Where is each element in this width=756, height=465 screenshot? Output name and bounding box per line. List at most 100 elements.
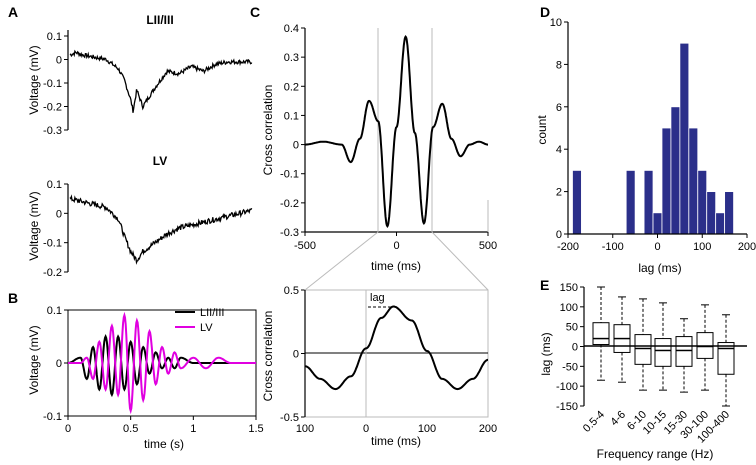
a-top-ytick-label-0: 0.1 [47,31,62,43]
panel-a-bottom-title: LV [153,154,167,168]
e-ytick-label-5: -100 [556,381,578,393]
legend-label-lv: LV [200,322,213,334]
panel-c-top-plot [305,35,488,228]
d-bar-0 [572,169,582,235]
e-ytick-label-6: -150 [556,401,578,413]
c-bot-xtick-label-3: 200 [479,423,497,435]
a-bot-trace [69,194,253,265]
c-bot-xtick-label-2: 100 [418,423,436,435]
c-top-ytick-label-2: 0.2 [284,81,299,93]
d-bar-17 [724,191,734,235]
c-top-xtick-label-2: 500 [479,240,497,252]
a-top-ytick-label-2: -0.1 [43,78,62,90]
a-top-ytick-label-3: -0.2 [43,102,62,114]
e-ytick-label-2: 50 [566,322,578,334]
panel-letter-b: B [8,290,18,306]
b-xtick-label-3: 1.5 [248,423,263,435]
b-xtick-label-0: 0 [65,423,71,435]
panel-a-bottom-yticks: 0.1 0 -0.1 -0.2 [43,179,68,279]
b-series-1 [68,311,256,415]
c-top-ytick-label-3: 0.1 [284,110,299,122]
d-xtick-label-4: 200 [738,241,756,253]
panel-letter-e: E [540,277,549,293]
c-top-ytick-label-7: -0.3 [280,227,299,239]
panel-letter-d: D [540,4,550,20]
c-top-ytick-label-6: -0.2 [280,198,299,210]
panel-a-top-title: LII/III [146,13,173,27]
b-series-0 [68,334,256,398]
panel-letter-a: A [8,4,18,20]
panel-a-bottom-plot [69,194,253,265]
e-box-0 [592,322,610,346]
panel-c-top-xlabel: time (ms) [371,259,421,273]
b-ytick-label-1: 0 [56,358,62,370]
c-bot-ytick-label-0: 0.5 [284,285,299,297]
c-bot-trace [304,305,488,391]
d-ytick-label-5: 0 [556,229,562,241]
c-top-trace [305,35,488,228]
e-category-label-0: 0.5-4 [581,409,607,435]
a-bot-ytick-label-2: -0.1 [43,238,62,250]
e-box-4 [675,336,693,367]
panel-c-bottom-ylabel: Cross correlation [261,311,275,402]
c-top-ytick-label-4: 0 [293,140,299,152]
legend-label-l23: LII/III [200,307,224,319]
c-bot-ytick-label-1: 0 [293,349,299,361]
c-top-ytick-label-0: 0.4 [284,23,299,35]
d-bar-10 [661,127,672,235]
d-bar-8 [643,169,654,235]
e-ytick-label-4: -50 [562,361,578,373]
panel-e-ylabel: lag (ms) [539,332,553,375]
d-bar-13 [688,127,699,235]
zoom-line-right [431,231,489,291]
b-ytick-label-2: -0.1 [43,411,62,423]
lag-annotation: lag [370,292,385,304]
b-xtick-label-2: 1 [190,423,196,435]
e-box-2 [634,334,652,365]
a-top-ytick-label-4: -0.3 [43,125,62,137]
zoom-line-left [304,231,379,291]
d-bar-15 [706,191,717,235]
panel-d-xlabel: lag (ms) [638,261,681,275]
panel-b-ticks: 0.10-0.10 0.5 1 1.5 [43,305,264,435]
panel-b-ylabel: Voltage (mV) [27,325,41,394]
d-xtick-label-2: 0 [654,241,660,253]
a-bot-ytick-label-3: -0.2 [43,267,62,279]
panel-d-ylabel: count [535,115,549,145]
panel-a-top-ylabel: Voltage (mV) [27,45,41,114]
d-ytick-label-1: 8 [556,59,562,71]
panel-a-top-plot [69,49,253,113]
c-top-xtick-label-1: 0 [393,240,399,252]
e-ytick-label-3: 0 [572,342,578,354]
panel-letter-c: C [250,4,260,20]
d-bar-12 [679,42,690,235]
e-box-6 [717,342,735,375]
panel-c-top-ticks: 0.4 0.3 0.2 0.1 0 -0.1 -0.2 -0.3-500 0 500 [280,23,497,252]
c-top-xtick-label-0: -500 [294,240,316,252]
d-ytick-label-2: 6 [556,102,562,114]
d-bar-16 [715,212,726,235]
panel-b-legend: LII/III LV [175,307,224,334]
a-top-ytick-label-1: 0 [56,55,62,67]
e-box-3 [654,338,672,367]
d-xtick-label-3: 100 [693,241,711,253]
c-bot-ytick-label-2: -0.5 [280,412,299,424]
panel-e-xlabel: Frequency range (Hz) [597,447,714,461]
e-box-5 [696,332,714,359]
panel-e-ticks: 150 100 50 0 -50 -100 -150 [556,282,584,413]
d-bar-9 [652,212,663,235]
d-bar-11 [670,106,681,235]
a-bot-ytick-label-1: 0 [56,208,62,220]
panel-a-top-yticks: 0.1 0 -0.1 -0.2 -0.3 [43,31,68,137]
d-xtick-label-0: -200 [557,241,579,253]
d-bar-6 [625,169,636,235]
e-ytick-label-1: 100 [560,302,578,314]
b-xtick-label-1: 0.5 [123,423,138,435]
e-ytick-label-0: 150 [560,282,578,294]
c-bot-xtick-label-1: 0 [363,423,369,435]
a-bot-ytick-label-0: 0.1 [47,179,62,191]
c-top-ytick-label-5: -0.1 [280,169,299,181]
d-ytick-label-4: 2 [556,187,562,199]
